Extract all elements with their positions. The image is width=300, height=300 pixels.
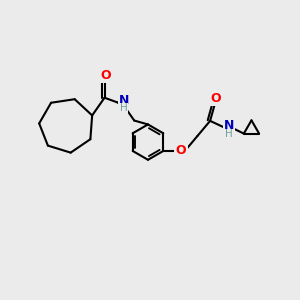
Text: H: H xyxy=(120,103,128,113)
Text: N: N xyxy=(224,119,234,132)
Text: N: N xyxy=(119,94,129,107)
Text: O: O xyxy=(100,69,111,82)
Text: O: O xyxy=(176,145,186,158)
Text: O: O xyxy=(211,92,221,105)
Text: H: H xyxy=(225,129,233,139)
